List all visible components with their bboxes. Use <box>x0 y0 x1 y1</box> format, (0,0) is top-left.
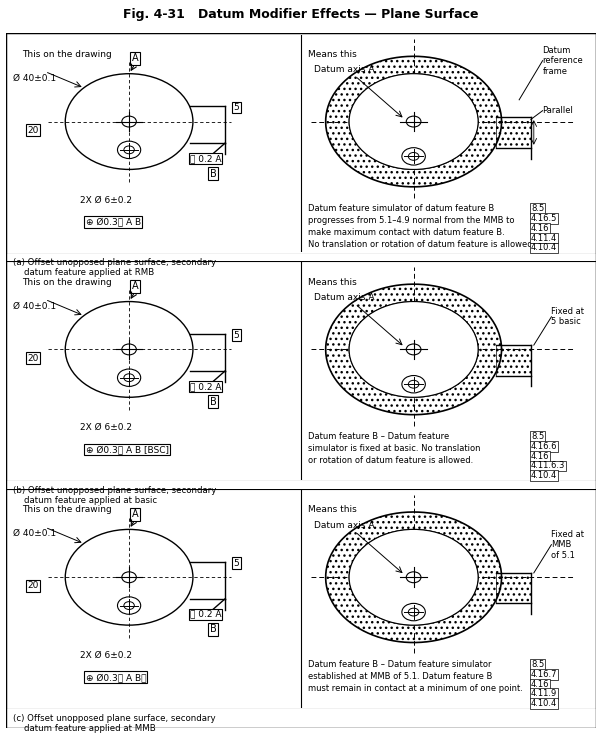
Text: 4.10.4: 4.10.4 <box>531 471 557 480</box>
Text: Datum feature B – Datum feature simulator
established at MMB of 5.1. Datum featu: Datum feature B – Datum feature simulato… <box>308 660 523 692</box>
Text: 2X Ø 6±0.2: 2X Ø 6±0.2 <box>79 196 132 204</box>
Circle shape <box>349 301 478 398</box>
Text: 8.5: 8.5 <box>531 660 544 669</box>
Text: Means this: Means this <box>308 506 357 514</box>
Text: 20: 20 <box>28 126 39 135</box>
Text: 4.11.6.3: 4.11.6.3 <box>531 462 565 470</box>
Text: Ø 40±0.1: Ø 40±0.1 <box>13 74 56 82</box>
Text: Fixed at
5 basic: Fixed at 5 basic <box>551 307 585 326</box>
Text: This on the drawing: This on the drawing <box>22 278 111 287</box>
Text: ⊕ Ø0.3Ⓜ A BⓂ: ⊕ Ø0.3Ⓜ A BⓂ <box>85 673 146 682</box>
Text: 4.16: 4.16 <box>531 680 550 689</box>
Text: 20: 20 <box>28 354 39 362</box>
Text: A: A <box>132 509 138 519</box>
Text: Ø 40±0.1: Ø 40±0.1 <box>13 301 56 310</box>
Text: Datum
reference
frame: Datum reference frame <box>542 46 583 76</box>
Text: ⊕ Ø0.3Ⓜ A B: ⊕ Ø0.3Ⓜ A B <box>85 217 141 226</box>
Text: Fig. 4-31   Datum Modifier Effects — Plane Surface: Fig. 4-31 Datum Modifier Effects — Plane… <box>123 8 479 21</box>
Bar <box>495 345 531 376</box>
Text: 4.16.5: 4.16.5 <box>531 214 557 223</box>
Text: Datum feature simulator of datum feature B
progresses from 5.1–4.9 normal from t: Datum feature simulator of datum feature… <box>308 204 535 248</box>
Text: (a) Offset unopposed plane surface, secondary
    datum feature applied at RMB: (a) Offset unopposed plane surface, seco… <box>13 258 216 277</box>
Text: Fixed at
MMB
of 5.1: Fixed at MMB of 5.1 <box>551 530 585 559</box>
Text: 20: 20 <box>28 581 39 590</box>
Text: ⌓ 0.2 A: ⌓ 0.2 A <box>190 382 222 391</box>
Text: 5: 5 <box>234 559 240 567</box>
Text: A: A <box>132 282 138 291</box>
Text: 4.10.4: 4.10.4 <box>531 699 557 708</box>
Text: 4.16: 4.16 <box>531 224 550 233</box>
Circle shape <box>349 74 478 170</box>
Text: 4.10.4: 4.10.4 <box>531 243 557 252</box>
Text: 2X Ø 6±0.2: 2X Ø 6±0.2 <box>79 651 132 660</box>
Text: 4.16.6: 4.16.6 <box>531 442 557 451</box>
Text: 4.16.5: 4.16.5 <box>531 214 557 223</box>
Text: ⌓ 0.2 A: ⌓ 0.2 A <box>190 154 222 163</box>
Bar <box>495 117 531 148</box>
Text: 4.16.6: 4.16.6 <box>531 442 557 451</box>
Text: ⊕ Ø0.3Ⓜ A B [BSC]: ⊕ Ø0.3Ⓜ A B [BSC] <box>85 445 169 454</box>
Circle shape <box>349 529 478 625</box>
Text: 4.16.7: 4.16.7 <box>531 670 557 678</box>
Text: (b) Offset unopposed plane surface, secondary
    datum feature applied at basic: (b) Offset unopposed plane surface, seco… <box>13 486 216 505</box>
Text: 8.5: 8.5 <box>531 432 544 441</box>
Text: Parallel: Parallel <box>542 106 574 115</box>
Text: 4.16: 4.16 <box>531 452 550 461</box>
Text: 4.16: 4.16 <box>531 452 550 461</box>
Text: B: B <box>210 169 217 179</box>
Text: 4.10.4: 4.10.4 <box>531 243 557 252</box>
Text: ⌓ 0.2 A: ⌓ 0.2 A <box>190 610 222 619</box>
Text: 8.5: 8.5 <box>531 432 544 441</box>
Text: Ø 40±0.1: Ø 40±0.1 <box>13 529 56 538</box>
Text: B: B <box>210 397 217 406</box>
Text: 4.10.4: 4.10.4 <box>531 471 557 480</box>
Text: Means this: Means this <box>308 50 357 59</box>
Text: Datum axis A: Datum axis A <box>314 65 374 74</box>
Text: 8.5: 8.5 <box>531 204 544 213</box>
Text: 4.11.4: 4.11.4 <box>531 234 557 243</box>
Text: Means this: Means this <box>308 278 357 287</box>
Text: 8.5: 8.5 <box>531 204 544 213</box>
Text: 5: 5 <box>234 331 240 340</box>
Text: Datum axis A: Datum axis A <box>314 520 374 529</box>
Text: (c) Offset unopposed plane surface, secondary
    datum feature applied at MMB: (c) Offset unopposed plane surface, seco… <box>13 714 216 733</box>
Text: 4.11.9: 4.11.9 <box>531 689 557 698</box>
Text: 4.16: 4.16 <box>531 224 550 233</box>
Bar <box>495 573 531 603</box>
Text: 2X Ø 6±0.2: 2X Ø 6±0.2 <box>79 423 132 432</box>
Text: 8.5: 8.5 <box>531 660 544 669</box>
Text: This on the drawing: This on the drawing <box>22 506 111 514</box>
Text: B: B <box>210 625 217 634</box>
Text: 4.11.4: 4.11.4 <box>531 234 557 243</box>
Text: This on the drawing: This on the drawing <box>22 50 111 59</box>
Text: Datum axis A: Datum axis A <box>314 293 374 301</box>
Text: 5: 5 <box>234 103 240 112</box>
Text: 4.16: 4.16 <box>531 680 550 689</box>
Text: A: A <box>132 54 138 63</box>
Text: Datum feature B – Datum feature
simulator is fixed at basic. No translation
or r: Datum feature B – Datum feature simulato… <box>308 432 480 465</box>
Text: 4.11.6.3: 4.11.6.3 <box>531 462 565 470</box>
Text: 4.11.9: 4.11.9 <box>531 689 557 698</box>
Text: 4.10.4: 4.10.4 <box>531 699 557 708</box>
Text: 4.16.7: 4.16.7 <box>531 670 557 678</box>
